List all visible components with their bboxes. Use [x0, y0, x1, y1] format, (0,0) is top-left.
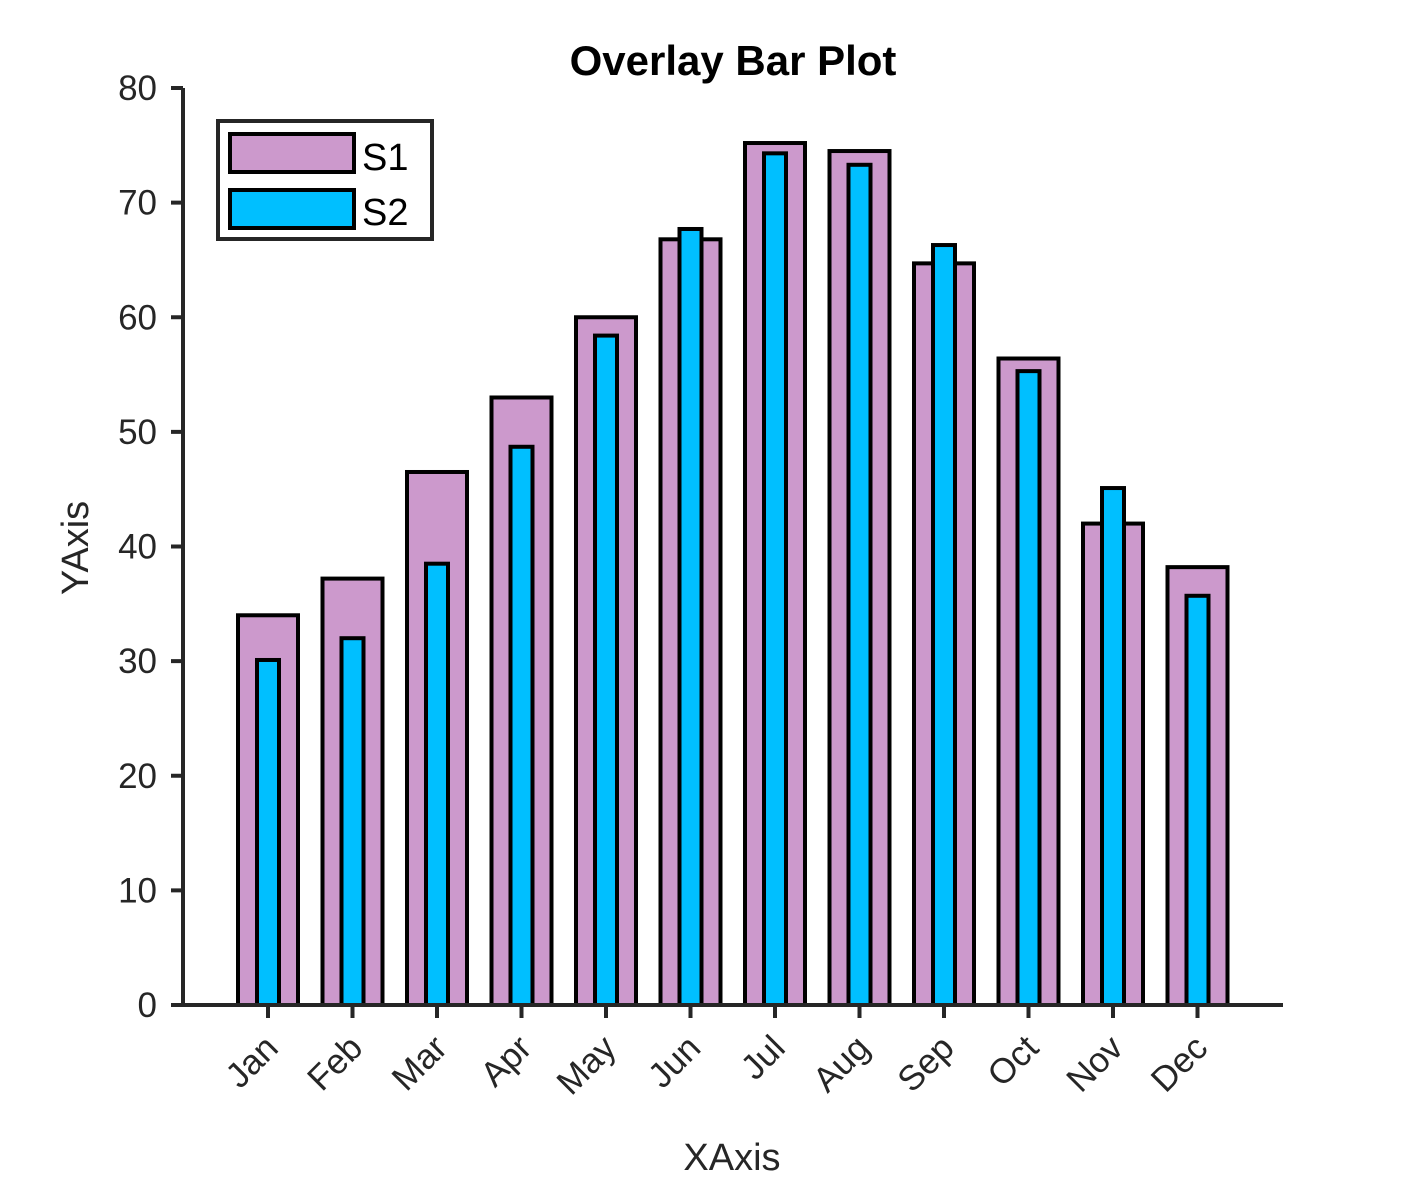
x-tick-label: May — [549, 1028, 624, 1103]
legend-label-s1: S1 — [362, 137, 408, 179]
legend-label-s2: S2 — [362, 192, 408, 234]
x-tick-label: Apr — [473, 1028, 539, 1094]
bar-s2-oct — [1015, 369, 1042, 1007]
legend-swatch-s2 — [228, 188, 356, 230]
y-tick-label: 80 — [118, 69, 157, 108]
bar-s2-dec — [1184, 593, 1211, 1007]
bars-group — [236, 141, 1230, 1008]
y-tick-label: 50 — [118, 413, 157, 452]
x-tick-label: Nov — [1059, 1028, 1131, 1100]
y-tick-label: 0 — [138, 986, 157, 1025]
bar-s2-jan — [255, 657, 281, 1007]
y-tick-label: 40 — [118, 528, 157, 567]
x-ticks-group: Jan Feb Mar Apr May Jun Jul Aug Sep Oct Nov Dec — [218, 1005, 1215, 1102]
bar-s2-sep — [931, 243, 957, 1007]
x-tick-label: Jul — [733, 1028, 792, 1087]
bar-s2-jun — [677, 226, 704, 1007]
y-tick-label: 30 — [118, 642, 157, 681]
chart-title: Overlay Bar Plot — [570, 37, 897, 84]
bar-s2-nov — [1100, 486, 1126, 1007]
x-tick-label: Mar — [384, 1028, 454, 1098]
bar-s2-feb — [339, 636, 366, 1007]
x-tick-label: Sep — [890, 1028, 962, 1100]
bar-s2-mar — [424, 561, 450, 1007]
bar-s2-aug — [846, 162, 873, 1007]
y-tick-label: 70 — [118, 184, 157, 223]
bar-s2-apr — [508, 444, 535, 1007]
x-tick-label: Feb — [300, 1028, 370, 1098]
x-tick-label: Oct — [980, 1028, 1046, 1094]
y-axis-label: YAxis — [55, 501, 97, 595]
x-tick-label: Aug — [806, 1028, 878, 1100]
y-tick-label: 20 — [118, 757, 157, 796]
x-tick-label: Jun — [641, 1028, 708, 1095]
bar-s2-jul — [762, 151, 788, 1007]
x-axis-label: XAxis — [683, 1137, 780, 1179]
x-tick-label: Jan — [218, 1028, 285, 1095]
bar-s2-may — [593, 333, 619, 1007]
y-tick-label: 10 — [118, 871, 157, 910]
x-tick-label: Dec — [1144, 1028, 1216, 1100]
legend: S1 S2 — [216, 119, 434, 241]
y-tick-label: 60 — [118, 298, 157, 337]
y-ticks-group: 0 10 20 30 40 50 60 70 80 — [118, 69, 183, 1025]
legend-swatch-s1 — [228, 132, 356, 174]
